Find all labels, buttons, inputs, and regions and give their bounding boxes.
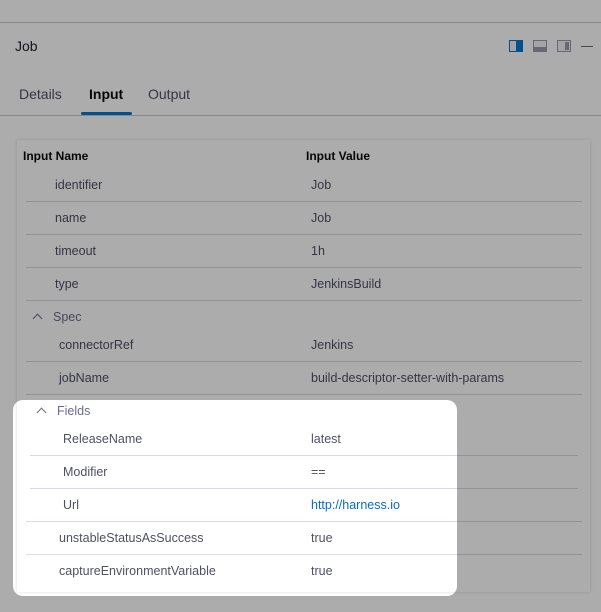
table-row: jobName build-descriptor-setter-with-para… xyxy=(26,361,582,395)
input-value: JenkinsBuild xyxy=(311,277,382,291)
layout-controls xyxy=(509,40,593,52)
chevron-up-icon xyxy=(32,313,43,324)
input-value: Job xyxy=(311,178,332,192)
table-row: identifier Job xyxy=(26,168,582,202)
tab-bar: Details Input Output xyxy=(0,74,601,116)
input-name: type xyxy=(55,277,79,291)
active-tab-indicator xyxy=(81,112,132,115)
column-header-value: Input Value xyxy=(306,149,371,163)
minimize-icon[interactable] xyxy=(581,45,593,47)
table-row: ReleaseName latest xyxy=(30,422,578,456)
table-row: name Job xyxy=(26,201,582,235)
table-row: timeout 1h xyxy=(26,234,582,268)
url-link[interactable]: http://harness.io xyxy=(311,498,400,512)
input-value: 1h xyxy=(311,244,325,258)
input-name: ReleaseName xyxy=(63,432,143,446)
input-value: == xyxy=(311,465,326,479)
input-table: Input Name Input Value identifier Job nam… xyxy=(17,140,590,592)
section-label: Fields xyxy=(57,404,91,418)
tab-details[interactable]: Details xyxy=(19,86,62,102)
table-row: Modifier == xyxy=(30,455,578,489)
input-name: unstableStatusAsSuccess xyxy=(59,531,204,545)
column-header-name: Input Name xyxy=(23,149,89,163)
split-right-icon[interactable] xyxy=(509,40,523,52)
table-row: connectorRef Jenkins xyxy=(26,328,582,362)
input-name: captureEnvironmentVariable xyxy=(59,564,216,578)
input-name: timeout xyxy=(55,244,96,258)
input-value: true xyxy=(311,531,333,545)
input-value: Job xyxy=(311,211,332,225)
chevron-up-icon xyxy=(36,407,47,418)
table-row: type JenkinsBuild xyxy=(26,267,582,301)
tab-input[interactable]: Input xyxy=(89,86,124,102)
input-value: true xyxy=(311,564,333,578)
input-name: Modifier xyxy=(63,465,108,479)
input-value: latest xyxy=(311,432,341,446)
section-label: Spec xyxy=(53,310,82,324)
table-row: Url http://harness.io xyxy=(26,488,582,522)
table-row: captureEnvironmentVariable true xyxy=(26,554,582,587)
table-row: unstableStatusAsSuccess true xyxy=(26,521,582,555)
input-name: jobName xyxy=(59,371,110,385)
input-name: identifier xyxy=(55,178,103,192)
input-name: connectorRef xyxy=(59,338,134,352)
spec-section-toggle[interactable]: Spec xyxy=(32,310,82,324)
input-name: Url xyxy=(63,498,79,512)
input-value: Jenkins xyxy=(311,338,354,352)
input-name: name xyxy=(55,211,87,225)
split-bottom-icon[interactable] xyxy=(533,40,547,52)
panel-right-icon[interactable] xyxy=(557,40,571,52)
input-value: build-descriptor-setter-with-params xyxy=(311,371,505,385)
fields-section-toggle[interactable]: Fields xyxy=(36,404,91,418)
tab-output[interactable]: Output xyxy=(148,86,191,102)
top-bar xyxy=(0,0,601,23)
panel-title: Job xyxy=(15,38,38,54)
